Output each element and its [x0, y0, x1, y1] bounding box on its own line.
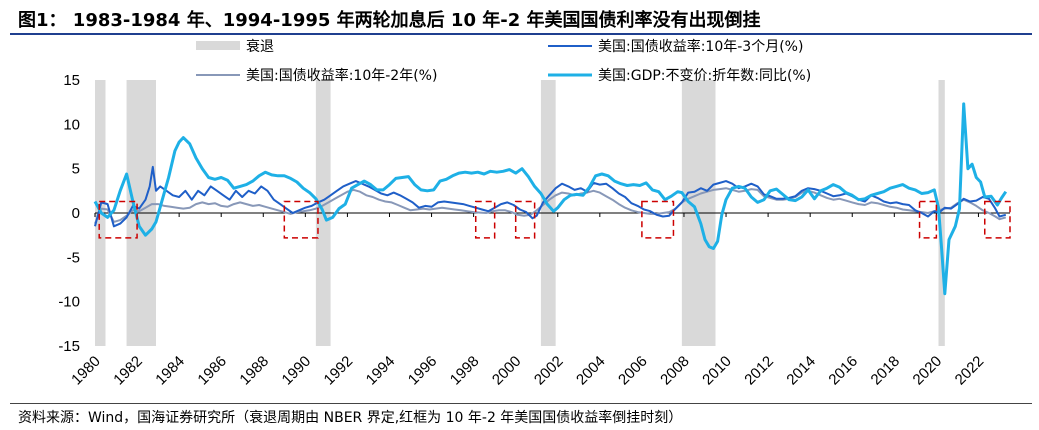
y-tick-label: 5: [72, 161, 80, 178]
legend: 衰退 美国:国债收益率:10年-3个月(%) 美国:国债收益率:10年-2年(%) 美…: [196, 38, 811, 84]
x-tick-label: 1984: [152, 353, 188, 389]
y-tick-label: 10: [63, 116, 80, 133]
title-divider: [10, 33, 1032, 35]
inversion-box: [283, 200, 319, 239]
legend-label: 美国:国债收益率:10年-3个月(%): [598, 38, 803, 55]
legend-label: 衰退: [246, 38, 274, 55]
legend-label: 美国:国债收益率:10年-2年(%): [246, 67, 437, 84]
inversion-box: [514, 200, 536, 239]
x-axis: 1980 1982 1984 1986 1988 1990 1992 1994 1996 1998…: [68, 213, 987, 388]
x-tick-label: 2016: [825, 353, 861, 389]
inversion-box: [918, 200, 938, 239]
source-note: 资料来源：Wind，国海证券研究所（衰退周期由 NBER 界定,红框为 10 年…: [18, 410, 683, 426]
y-axis: -15 -10 -5 0 5 10 15: [58, 72, 80, 355]
x-tick-label: 1992: [321, 353, 357, 389]
inversion-boxes: [98, 200, 1011, 239]
x-tick-label: 1980: [68, 353, 104, 389]
series-lines: [93, 102, 1008, 296]
y-tick-label: -10: [58, 294, 80, 311]
inversion-box: [474, 200, 496, 239]
x-tick-label: 2002: [531, 353, 567, 389]
series-line-gdp: [93, 102, 1008, 296]
footer-divider: [10, 403, 1032, 404]
inversion-box: [641, 200, 675, 239]
y-tick-label: 0: [72, 205, 80, 222]
y-tick-label: 15: [63, 72, 80, 89]
x-tick-label: 2010: [699, 353, 735, 389]
x-tick-label: 1996: [405, 353, 441, 389]
legend-swatch-recession: [196, 41, 240, 50]
x-tick-label: 1988: [236, 353, 272, 389]
x-tick-label: 1994: [363, 353, 399, 389]
x-tick-label: 1990: [279, 353, 315, 389]
x-tick-label: 2000: [489, 353, 525, 389]
x-tick-label: 2006: [615, 353, 651, 389]
x-tick-label: 1986: [194, 353, 230, 389]
x-tick-label: 2022: [952, 353, 988, 389]
x-tick-label: 2004: [573, 353, 609, 389]
x-tick-label: 2018: [868, 353, 904, 389]
series-line-spread10y2y: [94, 187, 1007, 224]
legend-label: 美国:GDP:不变价:折年数:同比(%): [598, 68, 811, 84]
inversion-box: [984, 200, 1011, 239]
x-tick-label: 2020: [910, 353, 946, 389]
chart-title: 图1： 1983-1984 年、1994-1995 年两轮加息后 10 年-2 …: [18, 10, 761, 31]
x-tick-label: 2008: [657, 353, 693, 389]
y-tick-label: -5: [67, 249, 80, 266]
x-tick-label: 1998: [447, 353, 483, 389]
x-tick-label: 1982: [110, 353, 146, 389]
x-tick-label: 2014: [783, 353, 819, 389]
inversion-box: [98, 200, 138, 239]
x-tick-label: 2012: [741, 353, 777, 389]
y-tick-label: -15: [58, 338, 80, 355]
